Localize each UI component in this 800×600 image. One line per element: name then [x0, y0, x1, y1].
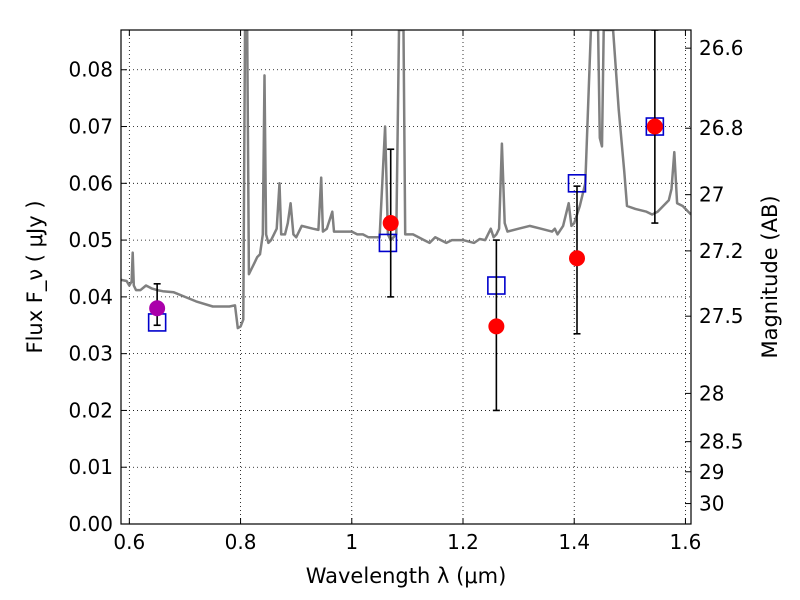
observed-flux-optical-point	[149, 300, 166, 317]
right-tick-label: 28.5	[699, 430, 744, 454]
model-band-square	[378, 233, 398, 253]
observed-flux-point	[569, 250, 585, 267]
x-axis-title: Wavelength λ (μm)	[306, 564, 507, 588]
x-tick-label: 1.2	[447, 530, 479, 554]
right-tick-label: 27	[699, 183, 724, 207]
right-tick-label: 29	[699, 460, 724, 484]
x-tick-label: 1.6	[670, 530, 702, 554]
y-axis-title: Flux F_ν ( μJy )	[23, 200, 48, 353]
y-tick-label: 0.08	[68, 58, 113, 82]
x-tick-label: 0.6	[113, 530, 145, 554]
y-tick-label: 0.06	[68, 171, 113, 195]
observed-flux-point	[646, 118, 663, 135]
grid-lines	[121, 30, 691, 525]
model-spectrum-line	[121, 30, 691, 330]
x-tick-label: 0.8	[225, 530, 257, 554]
right-tick-label: 26.6	[699, 36, 744, 60]
y-tick-label: 0.03	[68, 342, 113, 366]
axis-ticks: 0.6 0.8 1 1.2 1.4 1.6 0.00 0.01 0.02 0.03 0.04 0.05…	[68, 30, 744, 554]
y-tick-label: 0.01	[68, 455, 113, 479]
right-axis-title: Magnitude (AB)	[758, 195, 782, 358]
y-tick-label: 0.00	[68, 512, 113, 536]
plot-frame	[120, 29, 692, 525]
y-tick-label: 0.05	[68, 228, 113, 252]
observed-flux-point	[382, 215, 399, 232]
x-tick-label: 1	[345, 530, 358, 554]
plot-area	[121, 30, 691, 412]
y-tick-label: 0.02	[68, 398, 113, 422]
right-tick-label: 26.8	[699, 116, 744, 140]
right-tick-label: 27.5	[699, 304, 744, 328]
right-tick-label: 28	[699, 381, 724, 405]
observed-flux-point	[488, 318, 505, 335]
y-tick-label: 0.07	[68, 115, 113, 139]
y-tick-label: 0.04	[68, 285, 113, 309]
right-tick-label: 27.2	[699, 239, 744, 263]
right-tick-label: 30	[699, 492, 724, 516]
x-tick-label: 1.4	[558, 530, 590, 554]
